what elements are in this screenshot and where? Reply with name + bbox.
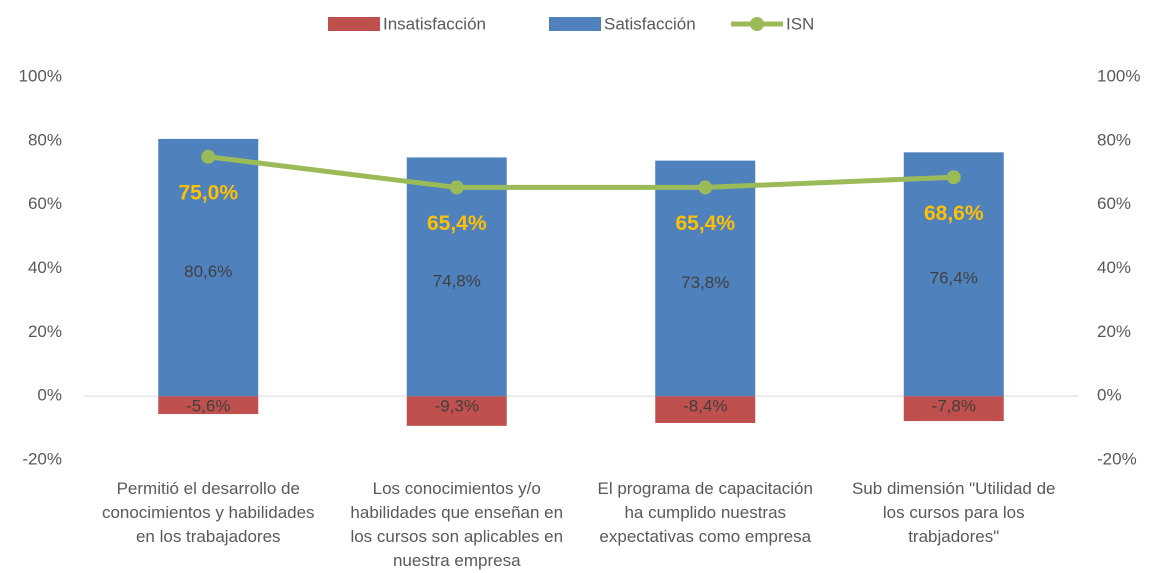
- data-label: -5,6%: [186, 397, 230, 416]
- line: [207, 154, 954, 190]
- x-tick-line: Permitió el desarrollo de: [117, 479, 300, 498]
- x-tick-label: Permitió el desarrollo de conocimientos y…: [102, 479, 315, 546]
- y2-tick-label: 0%: [1097, 386, 1122, 405]
- legend-label: Insatisfacción: [383, 14, 486, 33]
- x-tick-label: Los conocimientos y/o habilidades que ens…: [350, 479, 563, 570]
- line-point: [698, 180, 713, 195]
- line-point: [201, 149, 216, 164]
- y2-tick-label: -20%: [1097, 449, 1137, 468]
- y-tick-label: -20%: [22, 449, 62, 468]
- bar: [158, 396, 259, 415]
- data-label: 65,4%: [427, 212, 487, 235]
- bar: [655, 396, 756, 423]
- data-label: 74,8%: [433, 271, 481, 290]
- data-label: 68,6%: [924, 202, 984, 225]
- bar: [158, 138, 259, 397]
- y-tick-label: 0%: [37, 386, 62, 405]
- x-tick-line: expectativas como empresa: [599, 527, 811, 546]
- x-tick-line: los cursos son aplicables en: [350, 527, 563, 546]
- data-label: 80,6%: [184, 262, 232, 281]
- x-tick-line: Los conocimientos y/o: [373, 479, 541, 498]
- legend-label: ISN: [786, 14, 814, 33]
- x-tick-line: trabjadores": [908, 527, 999, 546]
- y2-tick-label: 80%: [1097, 130, 1131, 149]
- y2-tick-label: 20%: [1097, 322, 1131, 341]
- data-label: -9,3%: [435, 397, 479, 416]
- data-label: 76,4%: [930, 269, 978, 288]
- x-tick-label: Sub dimensión "Utilidad de los cursos par…: [852, 479, 1056, 546]
- data-label: 73,8%: [681, 273, 729, 292]
- bar: [406, 396, 507, 426]
- data-label: -8,4%: [683, 397, 727, 416]
- y-tick-label: 100%: [19, 66, 62, 85]
- bar: [655, 160, 756, 397]
- y2-tick-label: 60%: [1097, 194, 1131, 213]
- legend-swatch: [328, 17, 380, 31]
- x-tick-line: los cursos para los: [883, 503, 1025, 522]
- data-label: 75,0%: [178, 181, 238, 204]
- line-point: [946, 170, 961, 185]
- bar: [903, 152, 1004, 397]
- bar: [406, 157, 507, 397]
- y-tick-label: 60%: [28, 194, 62, 213]
- legend-swatch: [549, 17, 601, 31]
- legend-swatch-point: [750, 17, 764, 31]
- y2-tick-label: 40%: [1097, 258, 1131, 277]
- y-tick-label: 80%: [28, 130, 62, 149]
- data-label: 65,4%: [675, 212, 735, 235]
- x-tick-line: nuestra empresa: [393, 551, 521, 570]
- data-label: -7,8%: [932, 397, 976, 416]
- x-tick-line: habilidades que enseñan en: [350, 503, 563, 522]
- x-tick-line: ha cumplido nuestras: [624, 503, 786, 522]
- x-tick-line: conocimientos y habilidades: [102, 503, 315, 522]
- x-tick-label: El programa de capacitación ha cumplido n…: [598, 479, 813, 546]
- x-tick-line: Sub dimensión "Utilidad de: [852, 479, 1056, 498]
- y-tick-label: 20%: [28, 322, 62, 341]
- legend-label: Satisfacción: [604, 14, 696, 33]
- bar: [903, 396, 1004, 422]
- y-tick-label: 40%: [28, 258, 62, 277]
- line-point: [449, 180, 464, 195]
- y2-tick-label: 100%: [1097, 66, 1140, 85]
- x-tick-line: El programa de capacitación: [598, 479, 813, 498]
- x-tick-line: en los trabajadores: [136, 527, 281, 546]
